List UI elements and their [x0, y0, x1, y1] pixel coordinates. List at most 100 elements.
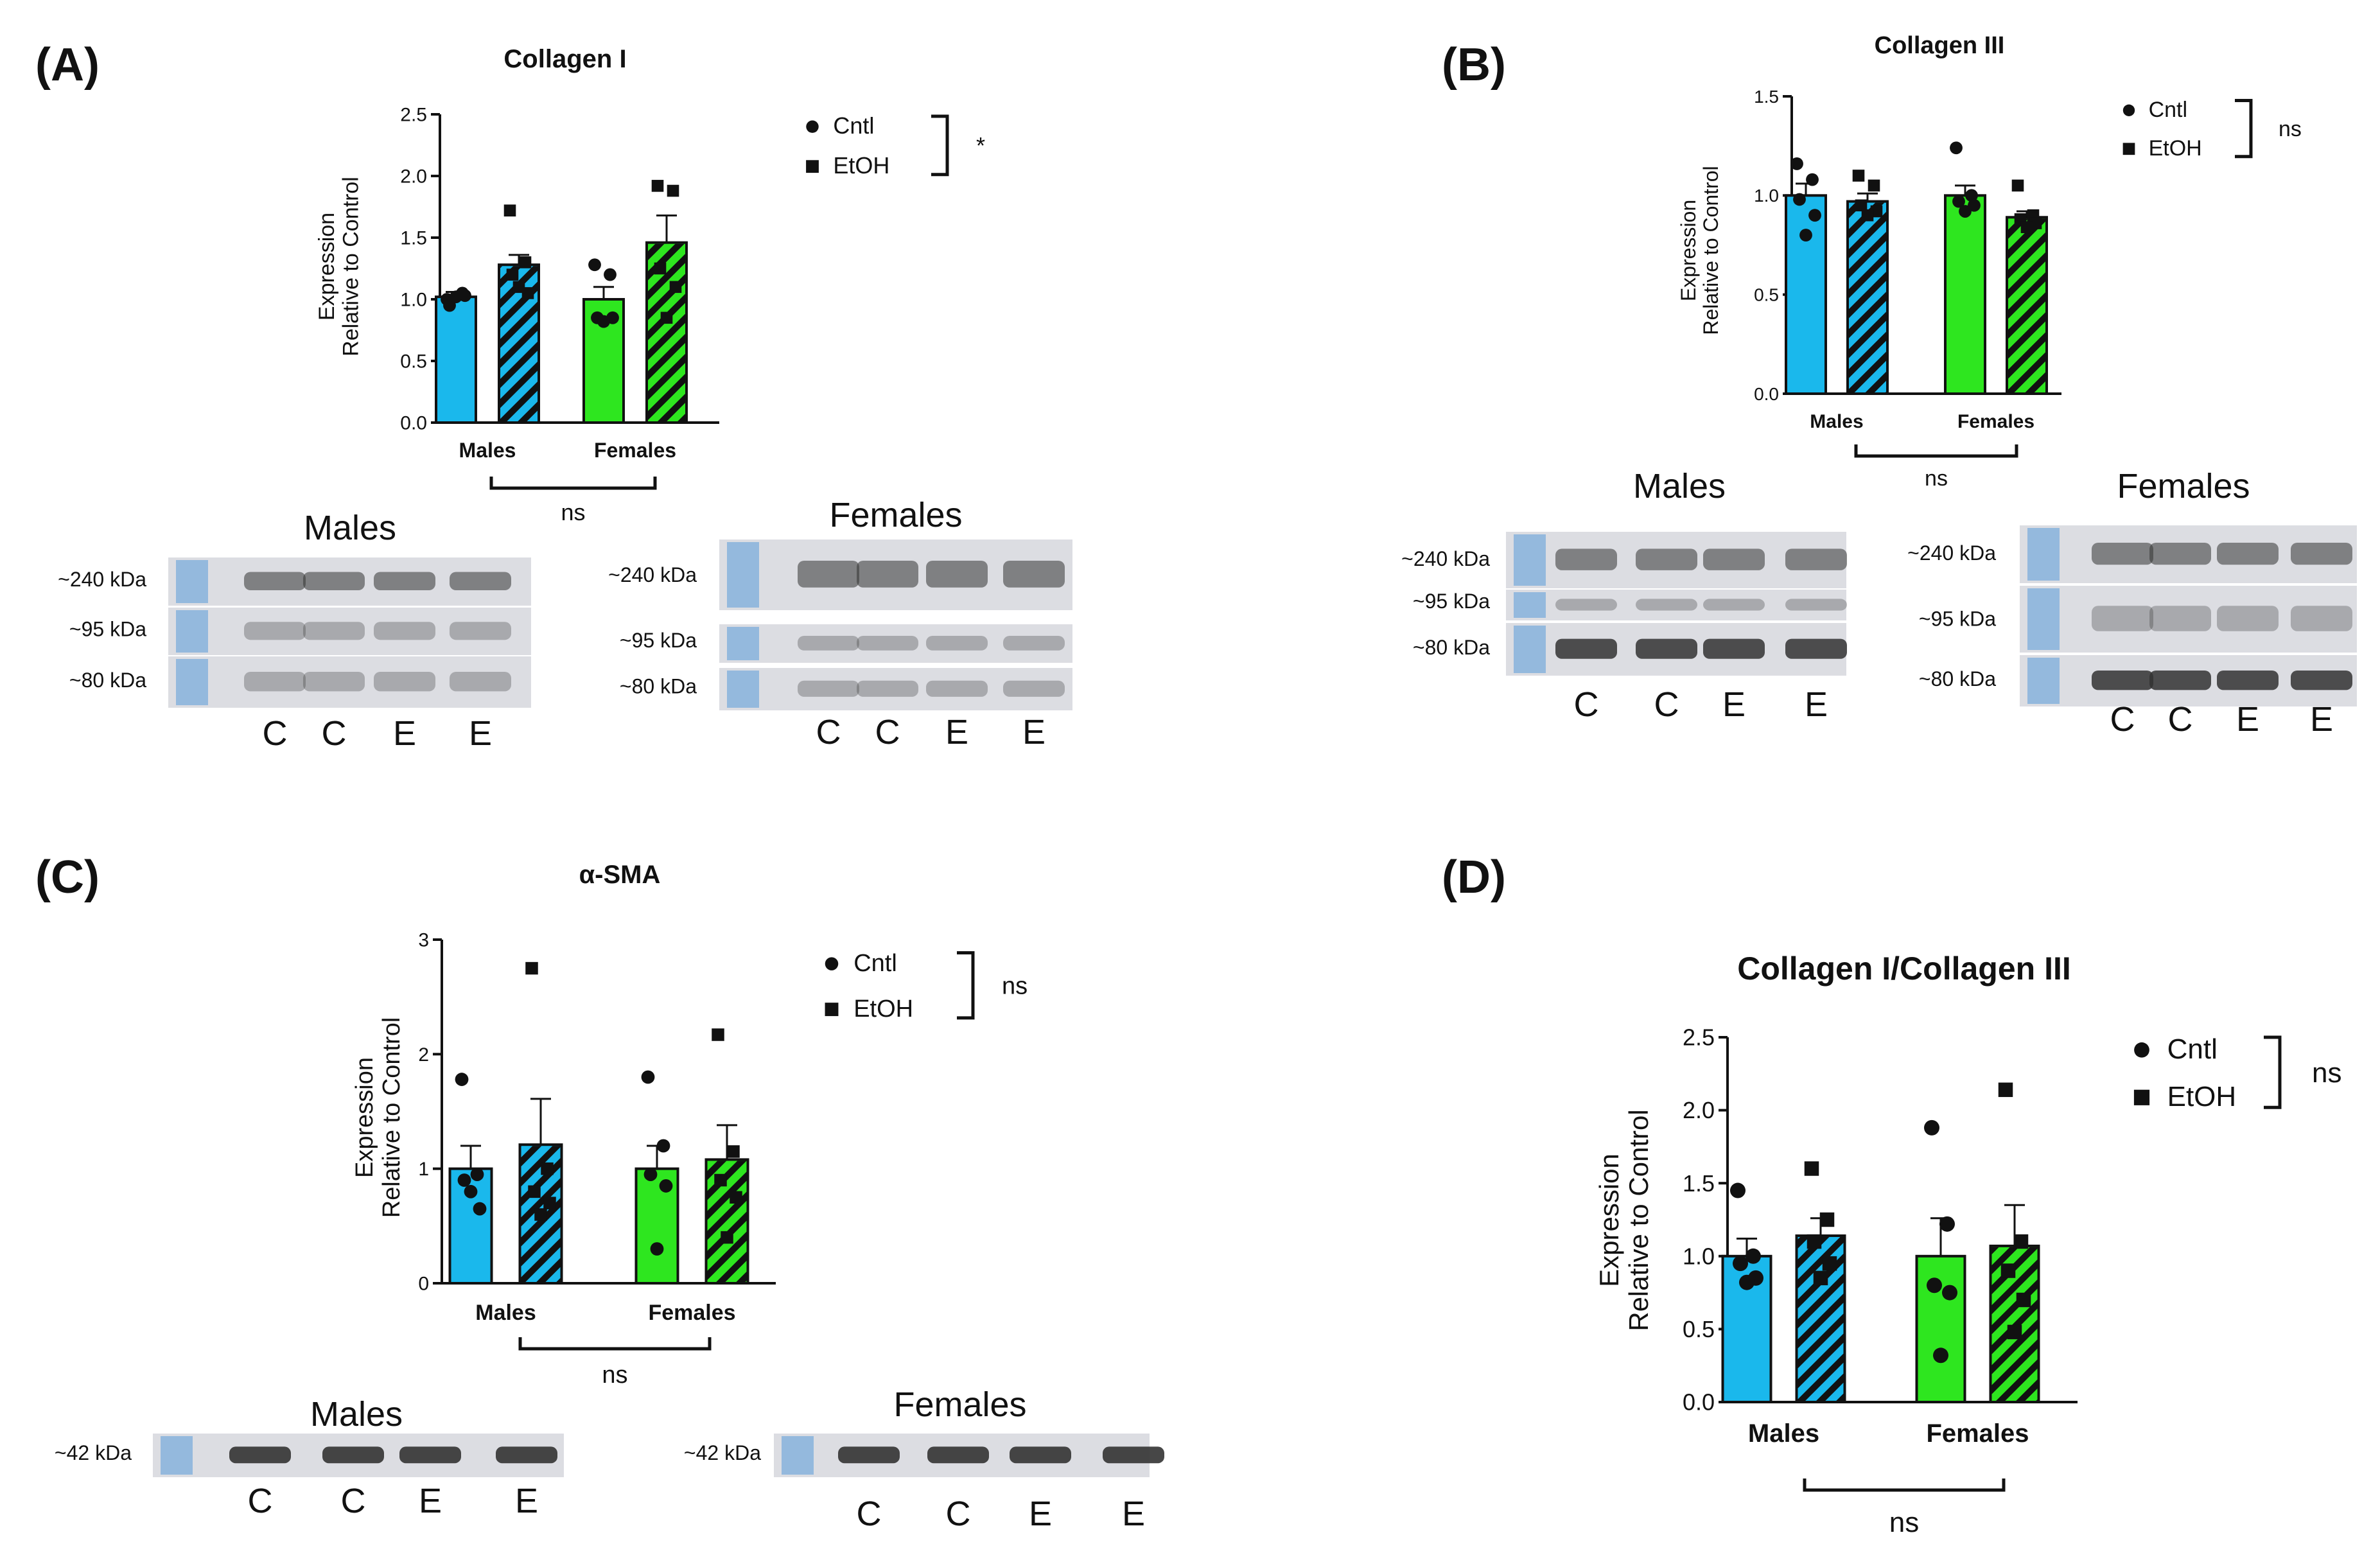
- legend-label-cntl: Cntl: [2167, 1033, 2218, 1065]
- blot-band: [2217, 543, 2279, 565]
- data-point-cntl: [450, 290, 462, 304]
- blot-kda-label: ~95 kDa: [1919, 607, 1996, 630]
- blot-ladder: [176, 610, 208, 653]
- blot-band: [1010, 1446, 1071, 1464]
- blot-strip: [168, 608, 531, 655]
- data-point-etoh: [721, 1231, 733, 1244]
- data-point-etoh: [667, 184, 679, 197]
- chart-title: α-SMA: [579, 861, 661, 889]
- data-point-etoh: [669, 281, 682, 294]
- data-point-cntl: [1739, 1274, 1754, 1290]
- blot-title: Males: [1633, 467, 1726, 505]
- blot-band: [2149, 671, 2211, 690]
- data-point-etoh: [1868, 179, 1880, 192]
- data-point-cntl: [1808, 209, 1821, 222]
- data-point-etoh: [525, 961, 538, 975]
- blot-band: [1703, 548, 1765, 570]
- data-point-cntl: [656, 1139, 670, 1153]
- bar-hatch-females: [2008, 218, 2045, 392]
- y-tick-label: 0.0: [1683, 1389, 1715, 1416]
- data-point-cntl: [588, 258, 601, 272]
- data-point-etoh: [714, 1173, 727, 1187]
- data-point-cntl: [643, 1168, 658, 1181]
- blot-band: [1555, 638, 1617, 659]
- blot-band: [838, 1446, 900, 1464]
- western-blot-males: Males ~42 kDa C C E E: [55, 1395, 564, 1520]
- blot-band: [303, 622, 365, 640]
- data-point-etoh: [1813, 1270, 1828, 1286]
- data-point-etoh: [1998, 1082, 2013, 1098]
- blot-band: [1636, 599, 1697, 611]
- data-point-cntl: [1942, 1285, 1957, 1301]
- data-point-cntl: [1790, 157, 1803, 170]
- blot-kda-label: ~95 kDa: [69, 617, 146, 640]
- blot-band: [1003, 680, 1065, 697]
- blot-ladder: [727, 542, 759, 608]
- blot-band: [450, 622, 511, 640]
- blot-band: [926, 636, 988, 651]
- bar-hatch-females: [707, 1161, 747, 1282]
- blot-band: [303, 672, 365, 692]
- blot-band: [450, 572, 511, 590]
- blot-band: [2291, 543, 2352, 565]
- group-significance: ns: [602, 1362, 627, 1389]
- western-blot-males: Males ~240 kDa ~95 kDa ~80 kDa C C E E: [58, 509, 531, 753]
- y-tick-label: 0.0: [1754, 384, 1779, 404]
- blot-band: [1785, 548, 1847, 570]
- data-point-cntl: [604, 268, 617, 281]
- data-point-cntl: [1730, 1182, 1746, 1198]
- data-point-cntl: [650, 1242, 664, 1256]
- blot-lane-label: C: [341, 1482, 366, 1520]
- x-category-label: Males: [459, 439, 516, 462]
- y-tick-label: 1.0: [1683, 1243, 1715, 1269]
- y-tick-label: 0.5: [1754, 285, 1779, 304]
- data-point-etoh: [1870, 205, 1883, 218]
- blot-band: [857, 680, 918, 697]
- blot-lane-label: C: [263, 714, 288, 753]
- y-axis-label-line2: Relative to Control: [338, 177, 363, 356]
- group-bracket: [518, 1337, 712, 1351]
- data-point-etoh: [2016, 1292, 2031, 1308]
- y-tick-label: 1.5: [1683, 1170, 1715, 1197]
- blot-ladder: [161, 1436, 193, 1475]
- bar-cntl-males: [435, 295, 477, 424]
- chart-title: Collagen III: [1875, 32, 2005, 59]
- blot-band: [926, 561, 988, 588]
- legend-label-etoh: EtOH: [833, 152, 889, 179]
- blot-band: [244, 672, 306, 692]
- blot-band: [2291, 606, 2352, 631]
- blot-band: [2291, 671, 2352, 690]
- x-category-label: Males: [475, 1301, 536, 1325]
- panel-c: (C) α-SMA 0 1 2 3 Expression Relative to Contro…: [35, 852, 1164, 1533]
- blot-lane-label: C: [248, 1482, 273, 1520]
- data-point-etoh: [1807, 1234, 1822, 1249]
- blot-band: [450, 672, 511, 692]
- x-category-label: Females: [648, 1301, 735, 1325]
- blot-band: [2092, 543, 2153, 565]
- data-point-etoh: [727, 1145, 740, 1158]
- legend-marker-etoh: [806, 160, 819, 173]
- blot-band: [322, 1446, 384, 1464]
- blot-lane-label: E: [1022, 713, 1046, 751]
- y-axis-label-line1: Expression: [1594, 1154, 1624, 1287]
- group-bracket: [489, 477, 657, 490]
- group-significance: ns: [561, 499, 585, 525]
- legend-significance: *: [976, 132, 985, 159]
- blot-lane-label: E: [393, 714, 416, 753]
- y-tick-label: 2.0: [1683, 1097, 1715, 1123]
- data-point-etoh: [534, 1208, 547, 1221]
- blot-band: [1003, 636, 1065, 651]
- blot-lane-label: C: [2110, 700, 2135, 739]
- blot-title: Females: [829, 496, 962, 534]
- western-blot-females: Females ~42 kDa C C E E: [684, 1385, 1164, 1533]
- y-axis-label-line2: Relative to Control: [1699, 166, 1722, 335]
- data-point-etoh: [1855, 199, 1868, 212]
- data-point-etoh: [541, 1162, 554, 1175]
- blot-kda-label: ~80 kDa: [69, 669, 146, 692]
- data-point-etoh: [506, 268, 519, 281]
- blot-ladder: [782, 1436, 814, 1475]
- blot-strip: [719, 668, 1072, 710]
- data-point-etoh: [2000, 1263, 2016, 1278]
- bar-hatch-males: [1849, 202, 1886, 392]
- data-point-cntl: [470, 1168, 484, 1181]
